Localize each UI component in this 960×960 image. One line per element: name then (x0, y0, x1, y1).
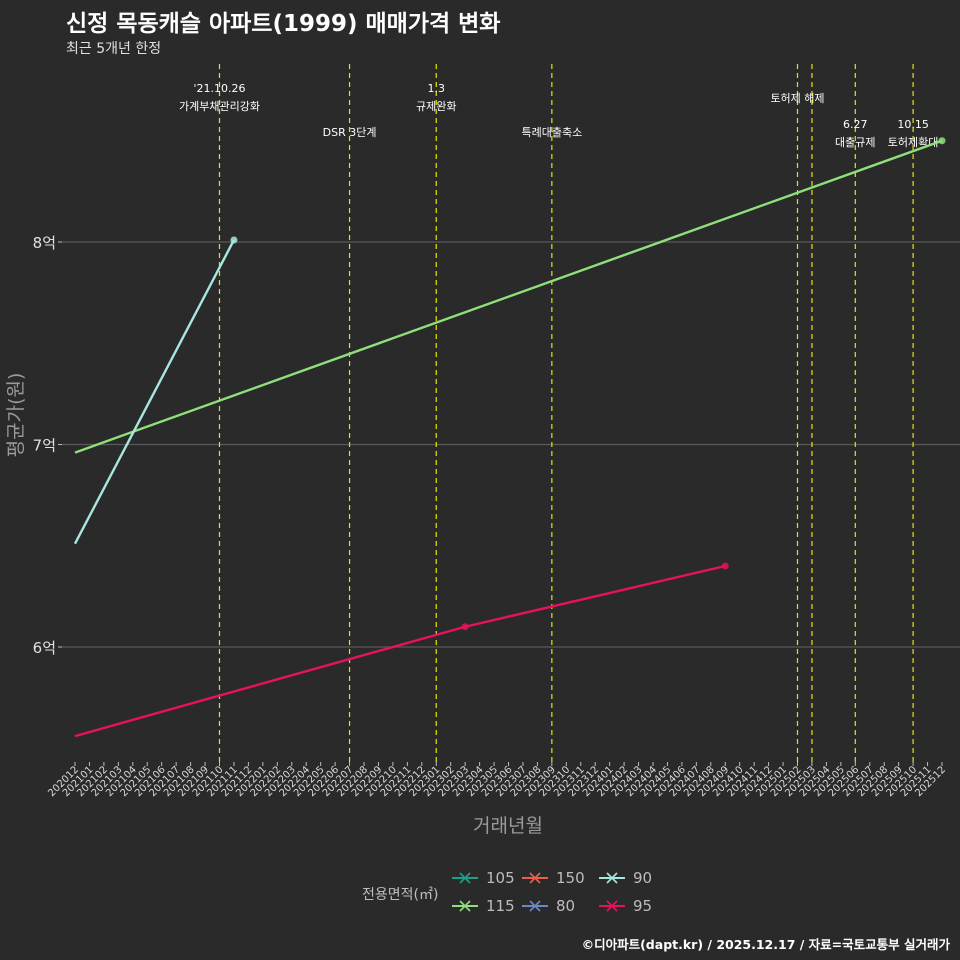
legend-item-115: 115 (450, 894, 515, 918)
event-label: '21.10.26 (193, 82, 245, 95)
legend-key-icon (522, 872, 548, 884)
legend-label: 105 (486, 869, 515, 887)
event-label: 10.15 (897, 118, 929, 131)
event-label: 대출규제 (835, 136, 875, 149)
data-point (721, 562, 729, 570)
legend-key-icon (452, 872, 478, 884)
x-axis-title: 거래년월 (473, 815, 543, 837)
legend-key-icon (522, 900, 548, 912)
event-label: DSR 3단계 (323, 126, 377, 139)
event-label: 규제완화 (416, 100, 456, 113)
legend-item-95: 95 (597, 894, 652, 918)
legend-item-105: 105 (450, 866, 515, 890)
event-label: 가계부채관리강화 (179, 100, 260, 113)
data-point (938, 137, 946, 145)
y-tick-label: 6억 (33, 639, 56, 657)
legend-item-90: 90 (597, 866, 652, 890)
legend-key-icon (599, 872, 625, 884)
series-line-95 (74, 564, 726, 738)
legend-item-80: 80 (520, 894, 575, 918)
legend-key-icon (452, 900, 478, 912)
chart-subtitle: 최근 5개년 한정 (66, 41, 162, 57)
series-line-115 (74, 139, 943, 454)
y-tick-label: 8억 (33, 234, 56, 252)
data-point (230, 236, 238, 244)
event-label: 토허제 해제 (770, 91, 824, 105)
legend-key-icon (599, 900, 625, 912)
source-caption: ©디아파트(dapt.kr) / 2025.12.17 / 자료=국토교통부 실… (581, 937, 950, 952)
legend-label: 80 (556, 897, 576, 915)
legend-item-150: 150 (520, 866, 585, 890)
event-label: 특례대출축소 (521, 126, 582, 139)
legend: 전용면적(㎡) 105 150 90 115 80 95 (0, 862, 960, 922)
y-tick-label: 7억 (33, 437, 56, 455)
event-label: 토허제확대 (888, 136, 939, 149)
legend-label: 95 (633, 897, 653, 915)
legend-title: 전용면적(㎡) (362, 887, 439, 903)
event-label: 6.27 (843, 118, 868, 131)
legend-label: 115 (486, 897, 515, 915)
legend-label: 90 (633, 869, 653, 887)
legend-label: 150 (556, 869, 585, 887)
y-axis-title: 평균가(원) (5, 373, 27, 458)
series-line-90 (73, 239, 236, 545)
event-label: 1.3 (428, 82, 446, 95)
data-point (461, 623, 469, 631)
chart-title: 신정 목동캐슬 아파트(1999) 매매가격 변화 (66, 11, 501, 37)
